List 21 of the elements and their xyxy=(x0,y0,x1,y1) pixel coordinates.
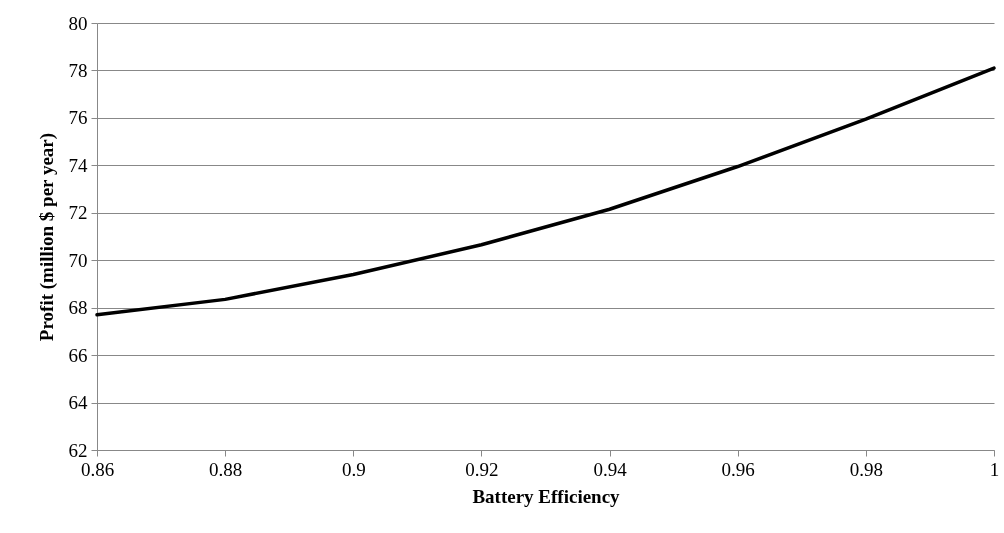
line-series xyxy=(95,66,996,317)
y-tick-label: 76 xyxy=(68,107,88,129)
y-axis-title: Profit (million $ per year) xyxy=(35,132,58,342)
x-tick-label: 0.98 xyxy=(849,458,883,480)
y-tick-label: 66 xyxy=(68,344,88,366)
x-tick-label: 0.86 xyxy=(80,458,115,480)
y-tick-label: 70 xyxy=(68,249,88,271)
y-tick-label: 72 xyxy=(68,202,88,224)
x-tick-label: 0.96 xyxy=(721,458,755,480)
y-tick-label: 68 xyxy=(68,297,88,319)
x-axis-title: Battery Efficiency xyxy=(472,485,621,507)
y-tick-label: 64 xyxy=(68,392,88,414)
x-tick-label: 1 xyxy=(989,458,1000,480)
y-tick-label: 62 xyxy=(68,439,88,461)
y-tick-label: 78 xyxy=(68,59,88,81)
x-tick-label: 0.94 xyxy=(593,458,628,480)
y-tick-label: 80 xyxy=(68,12,88,34)
x-tick-label: 0.88 xyxy=(209,458,243,480)
y-tick-label: 74 xyxy=(68,154,88,176)
x-tick-label: 0.9 xyxy=(341,458,366,480)
x-tick-label: 0.92 xyxy=(465,458,499,480)
